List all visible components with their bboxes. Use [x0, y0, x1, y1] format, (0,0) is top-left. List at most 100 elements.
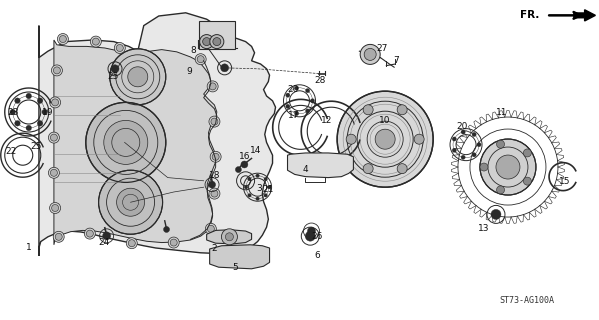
Circle shape — [170, 239, 177, 246]
Circle shape — [53, 67, 60, 74]
Circle shape — [364, 48, 376, 60]
Circle shape — [49, 132, 59, 143]
Circle shape — [305, 231, 315, 241]
Circle shape — [235, 167, 241, 172]
Circle shape — [117, 188, 144, 216]
Circle shape — [264, 177, 267, 181]
Text: 4: 4 — [302, 165, 308, 174]
FancyArrow shape — [574, 10, 595, 21]
Circle shape — [244, 186, 248, 189]
Circle shape — [208, 181, 216, 188]
Circle shape — [52, 204, 59, 212]
Circle shape — [84, 228, 95, 239]
Text: 11: 11 — [496, 108, 508, 117]
Circle shape — [496, 155, 520, 179]
Circle shape — [452, 137, 456, 141]
Circle shape — [286, 104, 290, 108]
Circle shape — [480, 163, 488, 171]
Text: 18: 18 — [208, 171, 220, 180]
Circle shape — [209, 116, 220, 127]
Circle shape — [337, 91, 433, 187]
Text: 12: 12 — [321, 116, 332, 125]
Text: 9: 9 — [186, 68, 192, 76]
Circle shape — [199, 35, 214, 49]
Circle shape — [202, 38, 211, 46]
Circle shape — [222, 229, 237, 245]
Circle shape — [211, 190, 218, 197]
Circle shape — [26, 93, 32, 99]
Circle shape — [248, 194, 251, 197]
Polygon shape — [39, 13, 276, 256]
Circle shape — [267, 186, 271, 189]
Text: 7: 7 — [394, 56, 400, 65]
Bar — [199, 20, 235, 49]
Circle shape — [164, 227, 170, 232]
Circle shape — [86, 102, 166, 182]
Text: 27: 27 — [377, 44, 388, 53]
Circle shape — [50, 134, 58, 141]
Circle shape — [209, 83, 216, 90]
Circle shape — [305, 89, 310, 93]
Circle shape — [248, 177, 251, 181]
Text: 22: 22 — [5, 148, 16, 156]
Circle shape — [10, 109, 16, 115]
Circle shape — [375, 129, 395, 149]
Text: 23: 23 — [8, 108, 19, 117]
Circle shape — [128, 67, 148, 87]
Circle shape — [472, 132, 476, 137]
Text: 19: 19 — [42, 108, 54, 117]
Circle shape — [210, 35, 224, 49]
Circle shape — [213, 38, 221, 46]
Circle shape — [195, 54, 206, 65]
Circle shape — [397, 105, 407, 115]
Circle shape — [111, 65, 119, 73]
Circle shape — [480, 139, 536, 195]
Circle shape — [256, 197, 259, 200]
Text: 26: 26 — [312, 232, 323, 241]
Circle shape — [86, 230, 93, 237]
Circle shape — [114, 43, 125, 53]
Text: 20: 20 — [457, 122, 468, 131]
Circle shape — [128, 240, 135, 247]
Circle shape — [360, 44, 380, 64]
Circle shape — [14, 121, 20, 126]
Circle shape — [116, 44, 123, 52]
Circle shape — [295, 111, 299, 116]
Circle shape — [497, 186, 504, 194]
Circle shape — [225, 233, 234, 241]
Text: 14: 14 — [250, 146, 261, 155]
Text: 13: 13 — [478, 224, 490, 233]
Polygon shape — [288, 153, 353, 178]
Circle shape — [497, 140, 504, 148]
Circle shape — [92, 38, 99, 45]
Circle shape — [363, 164, 373, 174]
Circle shape — [42, 109, 47, 115]
Circle shape — [37, 98, 43, 103]
Text: 21: 21 — [263, 185, 274, 194]
Circle shape — [295, 86, 299, 90]
Circle shape — [55, 233, 62, 240]
Polygon shape — [207, 230, 252, 244]
Circle shape — [211, 118, 218, 125]
Circle shape — [50, 97, 60, 108]
Circle shape — [52, 65, 62, 76]
Circle shape — [264, 194, 267, 197]
Text: 2: 2 — [211, 244, 217, 253]
Circle shape — [37, 121, 43, 126]
Circle shape — [220, 64, 229, 72]
Circle shape — [307, 227, 316, 235]
Circle shape — [491, 209, 501, 220]
Text: 17: 17 — [288, 111, 300, 120]
Circle shape — [363, 105, 373, 115]
Circle shape — [461, 155, 465, 159]
Circle shape — [168, 237, 179, 248]
Circle shape — [207, 225, 214, 232]
Circle shape — [110, 49, 166, 105]
Text: 16: 16 — [238, 152, 250, 161]
Circle shape — [99, 170, 162, 234]
Text: 6: 6 — [314, 252, 320, 260]
Text: ST73-AG100A: ST73-AG100A — [500, 296, 555, 305]
Circle shape — [209, 188, 220, 199]
Text: 1: 1 — [26, 244, 32, 252]
Circle shape — [241, 161, 248, 168]
